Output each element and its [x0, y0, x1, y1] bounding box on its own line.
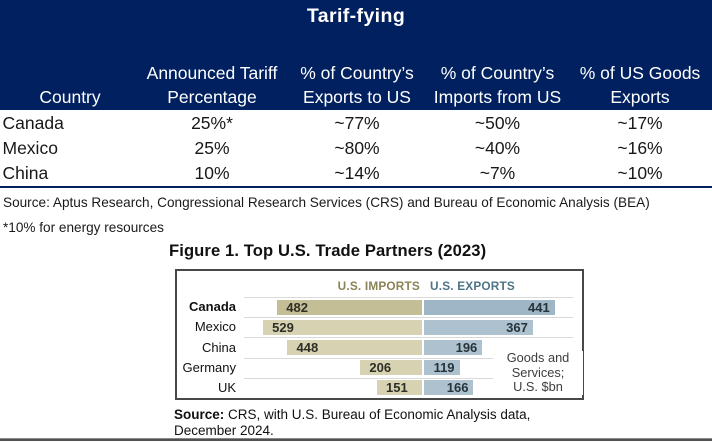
- exports-value-label: 119: [433, 360, 455, 376]
- row-separator: [244, 357, 573, 359]
- row-separator: [244, 297, 573, 298]
- column-header-line: % of Country’s: [300, 62, 414, 83]
- exports-bar: 166: [424, 380, 474, 396]
- column-header: Announced Tariff Percentage: [140, 61, 284, 110]
- exports-bar: 119: [424, 360, 460, 376]
- imports-bar: 448: [287, 340, 422, 355]
- value-cell: ~80%: [334, 137, 380, 158]
- category-label: Canada: [189, 299, 236, 315]
- table-header-banner: Tarif-fying Country Announced Tariff Perce…: [0, 0, 712, 110]
- country-cell: Canada: [2, 112, 64, 133]
- bottom-rule: [0, 438, 712, 441]
- figure-source-text: CRS, with U.S. Bureau of Economic Analys…: [224, 407, 531, 422]
- table-source-note: Source: Aptus Research, Congressional Re…: [3, 194, 650, 210]
- value-cell: ~77%: [334, 112, 380, 133]
- value-cell: ~17%: [617, 112, 663, 133]
- table-row: Canada 25%* ~77% ~50% ~17%: [0, 111, 712, 136]
- country-cell: China: [2, 162, 49, 183]
- exports-value-label: 441: [528, 299, 550, 315]
- country-cell: Mexico: [2, 137, 58, 158]
- column-header: Country: [0, 85, 140, 110]
- legend-imports-label: U.S. IMPORTS: [337, 279, 420, 293]
- table-row: China 10% ~14% ~7% ~10%: [0, 161, 712, 186]
- imports-value-label: 151: [386, 380, 408, 396]
- row-separator: [244, 377, 573, 379]
- imports-value-label: 482: [286, 299, 308, 315]
- imports-bar: 482: [276, 299, 422, 315]
- imports-bar: 529: [262, 319, 422, 335]
- chart-unit-note-line: U.S. $bn: [513, 379, 563, 395]
- category-label: China: [202, 339, 236, 355]
- value-cell: ~14%: [334, 162, 380, 183]
- column-header-line: Exports to US: [303, 87, 411, 107]
- imports-value-label: 206: [369, 360, 392, 376]
- category-label: Mexico: [194, 319, 236, 335]
- column-header-line: Percentage: [167, 87, 257, 107]
- value-cell: ~10%: [617, 162, 663, 183]
- table-bottom-rule: [0, 185, 712, 188]
- column-header: % of Country’s Exports to US: [287, 61, 427, 110]
- exports-value-label: 196: [455, 340, 478, 355]
- exports-value-label: 367: [506, 319, 528, 335]
- column-header-line: % of US Goods: [579, 62, 701, 83]
- imports-value-label: 529: [272, 319, 294, 335]
- figure-source-prefix: Source:: [174, 407, 225, 422]
- table-row: Mexico 25% ~80% ~40% ~16%: [0, 136, 712, 161]
- value-cell: ~40%: [474, 137, 521, 158]
- value-cell: 10%: [194, 162, 230, 183]
- imports-bar: 151: [376, 380, 422, 396]
- value-cell: 25%: [194, 137, 230, 158]
- table-footnote: *10% for energy resources: [3, 219, 164, 235]
- legend-exports-label: U.S. EXPORTS: [430, 279, 515, 293]
- chart-box: U.S. IMPORTS U.S. EXPORTS Canada 482 441 Me…: [175, 269, 584, 400]
- value-cell: 25%*: [191, 112, 233, 133]
- imports-bar: 206: [359, 360, 422, 376]
- category-label: UK: [217, 379, 236, 395]
- exports-bar: 367: [424, 319, 533, 335]
- figure-title: Figure 1. Top U.S. Trade Partners (2023): [169, 240, 487, 260]
- value-cell: ~7%: [479, 162, 516, 183]
- chart-unit-note-line: Goods and: [506, 350, 570, 365]
- chart-unit-note-line: Services;: [511, 364, 565, 380]
- figure-source-date: December 2024.: [174, 423, 274, 438]
- figure-source-line: Source: CRS, with U.S. Bureau of Economi…: [174, 407, 530, 423]
- exports-bar: 196: [424, 340, 483, 355]
- page-title: Tarif-fying: [306, 5, 406, 27]
- category-label: Germany: [182, 359, 236, 375]
- value-cell: ~50%: [474, 112, 521, 133]
- column-header-line: % of Country’s: [440, 62, 555, 83]
- column-header-line: Country: [39, 87, 101, 107]
- exports-bar: 441: [424, 299, 555, 315]
- exports-value-label: 166: [446, 380, 469, 396]
- row-separator: [244, 337, 573, 339]
- column-header-line: Exports: [610, 87, 670, 107]
- column-header-line: Imports from US: [433, 87, 562, 107]
- row-separator: [244, 317, 573, 319]
- column-header: % of US Goods Exports: [568, 61, 712, 110]
- chart-unit-note: Goods and Services; U.S. $bn: [493, 350, 583, 395]
- figure-source-note: Source: CRS, with U.S. Bureau of Economi…: [174, 407, 530, 439]
- column-header: % of Country’s Imports from US: [426, 61, 569, 110]
- imports-value-label: 448: [296, 340, 319, 355]
- value-cell: ~16%: [617, 137, 663, 158]
- column-header-line: Announced Tariff: [146, 62, 278, 83]
